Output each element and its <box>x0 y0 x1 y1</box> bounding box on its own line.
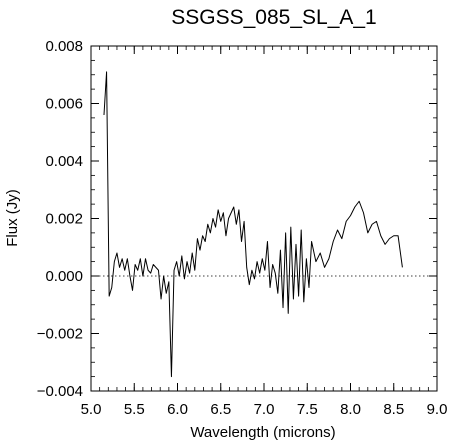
x-tick-label: 6.0 <box>167 401 188 418</box>
x-tick-label: 7.0 <box>254 401 275 418</box>
y-tick-label: −0.004 <box>37 383 83 400</box>
y-tick-label: 0.006 <box>45 96 83 113</box>
chart-title: SSGSS_085_SL_A_1 <box>171 6 377 29</box>
y-tick-label: 0.008 <box>45 38 83 55</box>
x-tick-label: 7.5 <box>297 401 318 418</box>
y-axis-label: Flux (Jy) <box>4 189 21 247</box>
x-tick-label: 6.5 <box>210 401 231 418</box>
x-tick-label: 9.0 <box>427 401 448 418</box>
y-tick-label: 0.000 <box>45 268 83 285</box>
plot-layer: 5.0 5.5 6.0 6.5 7.0 7.5 8.0 8.5 9.0 −0.004 −0.002 0… <box>37 38 448 418</box>
x-tick-label: 8.5 <box>383 401 404 418</box>
plot-frame <box>90 45 438 392</box>
x-axis-label: Wavelength (microns) <box>190 424 335 441</box>
x-tick-label: 5.5 <box>124 401 145 418</box>
y-tick-label: 0.004 <box>45 153 83 170</box>
y-tick-label: 0.002 <box>45 211 83 228</box>
x-tick-label: 5.0 <box>81 401 102 418</box>
flux-series-line <box>103 71 403 378</box>
y-tick-label: −0.002 <box>37 326 83 343</box>
x-tick-label: 8.0 <box>340 401 361 418</box>
